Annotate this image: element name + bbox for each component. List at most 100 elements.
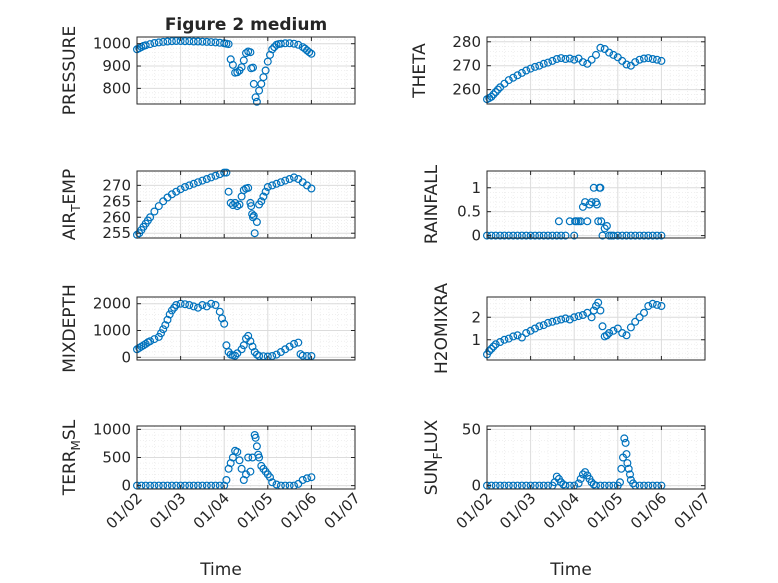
panel-1-axes-box [136,36,356,105]
panel-8-data-point [625,470,634,479]
panel-8-axes-box [486,425,706,490]
panel-3-data-point [259,192,268,201]
panel-6-plot-area [487,297,705,360]
panel-4-data-point [594,217,603,226]
panel-3-ytick-label: 265 [102,192,131,210]
panel-8-data-point [617,464,626,473]
panel-1-data-point [249,79,258,88]
panel-5-data-point [250,348,259,357]
panel-3-data-point [220,168,229,177]
panel-6-data-point [552,316,561,325]
panel-6-data-point [639,308,648,317]
panel-6-data-point [631,317,640,326]
panel-6-data-point [648,299,657,308]
panel-2-data-point [548,56,557,65]
panel-6-data-point [535,322,544,331]
panel-5-data-point [198,301,207,310]
panel-8-data-point [576,474,585,483]
panel-1-data-point [146,40,155,49]
panel-2-data-point [652,55,661,64]
panel-4-data-point [648,231,657,240]
panel-6-data-point [609,326,618,335]
panel-2-data-point [605,48,614,57]
panel-2-data-point [587,55,596,64]
panel-8-data-point [552,472,561,481]
panel-7-data-point [268,478,277,487]
panel-3-data-point [261,187,270,196]
panel-1-ytick-label: 1000 [93,35,131,53]
panel-1-data-point [185,37,194,46]
panel-5-data-point [159,325,168,334]
panel-5-data-point [165,310,174,319]
panel-3-data-point [207,173,216,182]
panel-2-data-point [648,54,657,63]
panel-3-data-point [167,190,176,199]
panel-3-data-point [198,176,207,185]
panel-8-ytick-label: 50 [462,420,481,438]
panel-5-data-point [276,348,285,357]
panel-2-data-point [639,54,648,63]
panel-1-data-point [163,37,172,46]
panel-5-data-point [246,337,255,346]
panel-6-data-point [613,324,622,333]
panel-5-data-point [207,299,216,308]
panel-1-data-point [159,37,168,46]
panel-3-data-point [257,197,266,206]
panel-3-data-point [307,184,316,193]
panel-2-data-point [557,54,566,63]
panel-4-data-point [609,231,618,240]
panel-4-axes-box [486,170,706,239]
panel-1-data-point [211,38,220,47]
panel-2-data-point [570,55,579,64]
panel-4-data-point [500,231,509,240]
panel-4-data-point [526,231,535,240]
panel-7-data-point [251,433,260,442]
panel-4-data-point [570,231,579,240]
panel-2-ylabel: THETA [410,43,430,99]
panel-4-data-point [635,231,644,240]
panel-3-data-point [211,171,220,180]
panel-6-data-point [526,326,535,335]
panel-4-data-point [639,231,648,240]
panel-3-data-point [285,175,294,184]
panel-6-data-point [509,332,518,341]
panel-6-data-point [561,314,570,323]
panel-5-data-point [211,301,220,310]
panel-4-ytick-label: 0 [471,227,481,245]
panel-6-data-point [622,331,631,340]
panel-8-data-point [578,470,587,479]
panel-5-ylabel: MIXDEPTH [60,284,80,373]
panel-8-data-point [623,459,632,468]
panel-4-data-point [517,231,526,240]
panel-7-data-point [222,476,231,485]
panel-8-data-point [574,479,583,488]
panel-8-ylabel: SUNFLUX [422,419,445,495]
panel-1-data-point [194,37,203,46]
panel-1-ytick-label: 900 [102,57,131,75]
panel-3-data-point [239,186,248,195]
panel-6-data-point [618,329,627,338]
panel-6-data-point [530,324,539,333]
panel-7-data-point [298,476,307,485]
panel-6-data-point [657,302,666,311]
panel-1-data-point [290,39,299,48]
panel-7-data-point [233,447,242,456]
panel-2-data-point [513,71,522,80]
panel-4-data-point [605,231,614,240]
panel-1-data-point [246,48,255,57]
panel-2-data-point [509,73,518,82]
panel-2-data-point [522,66,531,75]
panel-6-data-point [652,300,661,309]
panel-3-data-point [272,179,281,188]
panel-6-data-point [565,315,574,324]
panel-7-data-point [294,479,303,488]
panel-3-data-point [247,202,256,211]
panel-4-data-point [622,231,631,240]
panel-5-axes-box [136,296,356,361]
panel-2-data-point [552,54,561,63]
panel-4-data-point [530,231,539,240]
panel-3-ytick-label: 270 [102,176,131,194]
panel-1-data-point [239,56,248,65]
panel-6-data-point [517,333,526,342]
panel-4-ytick-label: 1 [471,179,481,197]
